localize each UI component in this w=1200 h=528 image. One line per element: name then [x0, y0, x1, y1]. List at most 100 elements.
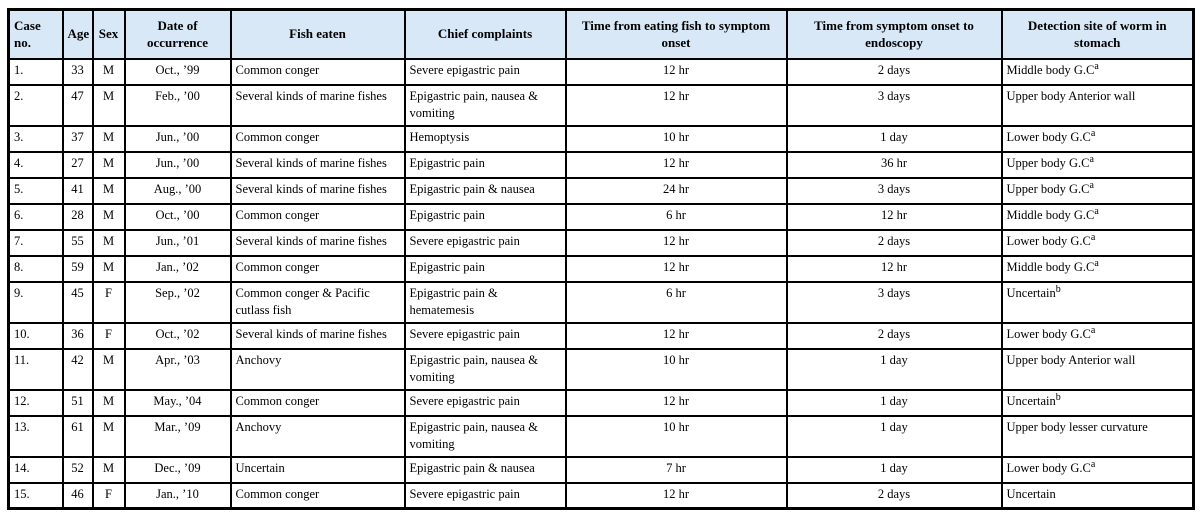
- cell-chief-complaints: Severe epigastric pain: [403, 321, 567, 350]
- cell-time-to-endoscopy: 2 days: [785, 57, 1003, 86]
- cell-fish-eaten: Several kinds of marine fishes: [229, 228, 406, 257]
- cell-fish-eaten: Common conger: [229, 388, 406, 417]
- cell-date-of-occurrence: Feb., ’00: [123, 83, 232, 127]
- col-header-chief-complaints: Chief complaints: [403, 8, 567, 60]
- cell-time-to-symptom-onset: 10 hr: [564, 347, 788, 391]
- table-row: 14. 52 M Dec., ’09 Uncertain Epigastric pain …: [7, 455, 1195, 484]
- cell-chief-complaints: Severe epigastric pain: [403, 388, 567, 417]
- cell-detection-site: Lower body G.Ca: [1000, 455, 1195, 484]
- cell-time-to-endoscopy: 3 days: [785, 280, 1003, 324]
- col-header-fish-eaten: Fish eaten: [229, 8, 406, 60]
- cell-sex: M: [91, 414, 126, 458]
- table-row: 1. 33 M Oct., ’99 Common conger Severe epigas…: [7, 57, 1195, 86]
- cell-case-no: 6.: [7, 202, 64, 231]
- cell-detection-site: Upper body G.Ca: [1000, 176, 1195, 205]
- table-row: 8. 59 M Jan., ’02 Common conger Epigastric pa…: [7, 254, 1195, 283]
- cell-detection-site: Middle body G.Ca: [1000, 57, 1195, 86]
- cell-date-of-occurrence: Oct., ’99: [123, 57, 232, 86]
- cell-case-no: 8.: [7, 254, 64, 283]
- cell-date-of-occurrence: Jan., ’02: [123, 254, 232, 283]
- footnote-marker: a: [1094, 257, 1099, 269]
- table-row: 4. 27 M Jun., ’00 Several kinds of marine fi…: [7, 150, 1195, 179]
- cell-chief-complaints: Epigastric pain, nausea & vomiting: [403, 347, 567, 391]
- cell-time-to-endoscopy: 2 days: [785, 321, 1003, 350]
- cell-age: 52: [61, 455, 94, 484]
- cell-age: 37: [61, 124, 94, 153]
- cell-fish-eaten: Several kinds of marine fishes: [229, 83, 406, 127]
- cell-time-to-symptom-onset: 12 hr: [564, 83, 788, 127]
- cell-case-no: 3.: [7, 124, 64, 153]
- cell-time-to-symptom-onset: 12 hr: [564, 254, 788, 283]
- cell-age: 45: [61, 280, 94, 324]
- footnote-marker: a: [1090, 324, 1096, 336]
- cell-fish-eaten: Common conger: [229, 481, 406, 510]
- cell-fish-eaten: Several kinds of marine fishes: [229, 321, 406, 350]
- cell-date-of-occurrence: Jun., ’00: [123, 150, 232, 179]
- cell-time-to-symptom-onset: 7 hr: [564, 455, 788, 484]
- footnote-marker: a: [1090, 127, 1096, 139]
- cell-sex: M: [91, 202, 126, 231]
- cell-fish-eaten: Uncertain: [229, 455, 406, 484]
- cell-age: 59: [61, 254, 94, 283]
- cell-sex: M: [91, 228, 126, 257]
- cell-case-no: 10.: [7, 321, 64, 350]
- cell-chief-complaints: Epigastric pain, nausea & vomiting: [403, 414, 567, 458]
- cell-detection-site: Uncertain: [1000, 481, 1195, 510]
- cell-time-to-symptom-onset: 12 hr: [564, 321, 788, 350]
- cell-time-to-symptom-onset: 10 hr: [564, 124, 788, 153]
- cell-fish-eaten: Common conger: [229, 57, 406, 86]
- cell-case-no: 11.: [7, 347, 64, 391]
- cell-fish-eaten: Common conger: [229, 202, 406, 231]
- cell-chief-complaints: Severe epigastric pain: [403, 481, 567, 510]
- cell-chief-complaints: Epigastric pain, nausea & vomiting: [403, 83, 567, 127]
- footnote-marker: b: [1055, 283, 1061, 295]
- cell-chief-complaints: Epigastric pain: [403, 150, 567, 179]
- cell-time-to-endoscopy: 1 day: [785, 388, 1003, 417]
- col-header-detection-site: Detection site of worm in stomach: [1000, 8, 1195, 60]
- cell-case-no: 13.: [7, 414, 64, 458]
- cell-date-of-occurrence: Apr., ’03: [123, 347, 232, 391]
- footnote-marker: a: [1089, 153, 1094, 165]
- cell-date-of-occurrence: Oct., ’02: [123, 321, 232, 350]
- cell-chief-complaints: Epigastric pain & nausea: [403, 176, 567, 205]
- cell-fish-eaten: Several kinds of marine fishes: [229, 176, 406, 205]
- cell-detection-site: Upper body Anterior wall: [1000, 347, 1195, 391]
- cell-date-of-occurrence: Jun., ’01: [123, 228, 232, 257]
- cell-time-to-symptom-onset: 12 hr: [564, 150, 788, 179]
- cell-time-to-endoscopy: 1 day: [785, 414, 1003, 458]
- col-header-age: Age: [61, 8, 94, 60]
- cell-time-to-symptom-onset: 12 hr: [564, 228, 788, 257]
- cell-case-no: 15.: [7, 481, 64, 510]
- cell-time-to-endoscopy: 1 day: [785, 347, 1003, 391]
- cell-age: 41: [61, 176, 94, 205]
- cell-fish-eaten: Common conger: [229, 254, 406, 283]
- table-row: 12. 51 M May., ’04 Common conger Severe epiga…: [7, 388, 1195, 417]
- cell-chief-complaints: Epigastric pain: [403, 202, 567, 231]
- cell-case-no: 5.: [7, 176, 64, 205]
- cell-date-of-occurrence: Dec., ’09: [123, 455, 232, 484]
- cell-chief-complaints: Severe epigastric pain: [403, 57, 567, 86]
- cell-age: 47: [61, 83, 94, 127]
- cell-sex: M: [91, 57, 126, 86]
- cell-detection-site: Upper body lesser curvature: [1000, 414, 1195, 458]
- col-header-sex: Sex: [91, 8, 126, 60]
- footnote-marker: a: [1089, 179, 1094, 191]
- col-header-time-to-symptom-onset: Time from eating fish to symptom onset: [564, 8, 788, 60]
- cell-age: 27: [61, 150, 94, 179]
- cell-time-to-endoscopy: 3 days: [785, 83, 1003, 127]
- footnote-marker: b: [1055, 391, 1061, 403]
- cell-sex: F: [91, 481, 126, 510]
- cell-chief-complaints: Severe epigastric pain: [403, 228, 567, 257]
- cell-fish-eaten: Anchovy: [229, 414, 406, 458]
- cell-sex: M: [91, 83, 126, 127]
- table-row: 10. 36 F Oct., ’02 Several kinds of marine f…: [7, 321, 1195, 350]
- cell-sex: M: [91, 124, 126, 153]
- cell-case-no: 2.: [7, 83, 64, 127]
- cell-age: 55: [61, 228, 94, 257]
- cell-detection-site: Lower body G.Ca: [1000, 124, 1195, 153]
- cell-age: 42: [61, 347, 94, 391]
- table-body: 1. 33 M Oct., ’99 Common conger Severe epigas…: [7, 57, 1195, 510]
- table-row: 2. 47 M Feb., ’00 Several kinds of marine fi…: [7, 83, 1195, 127]
- cell-sex: M: [91, 254, 126, 283]
- cell-detection-site: Uncertainb: [1000, 280, 1195, 324]
